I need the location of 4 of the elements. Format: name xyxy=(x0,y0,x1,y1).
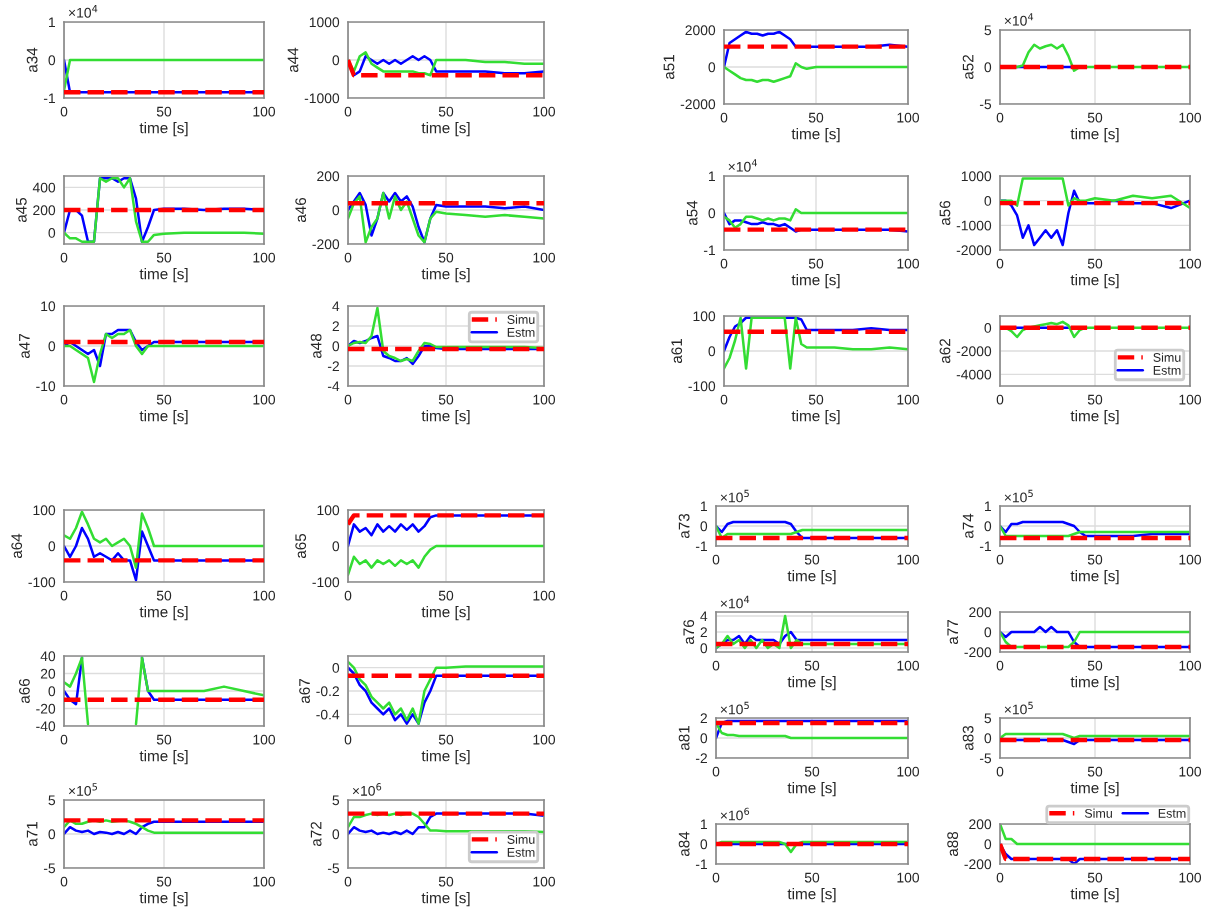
line-series xyxy=(1000,520,1190,538)
line-series xyxy=(64,177,264,243)
line-series xyxy=(348,544,544,577)
line-series xyxy=(724,62,908,84)
